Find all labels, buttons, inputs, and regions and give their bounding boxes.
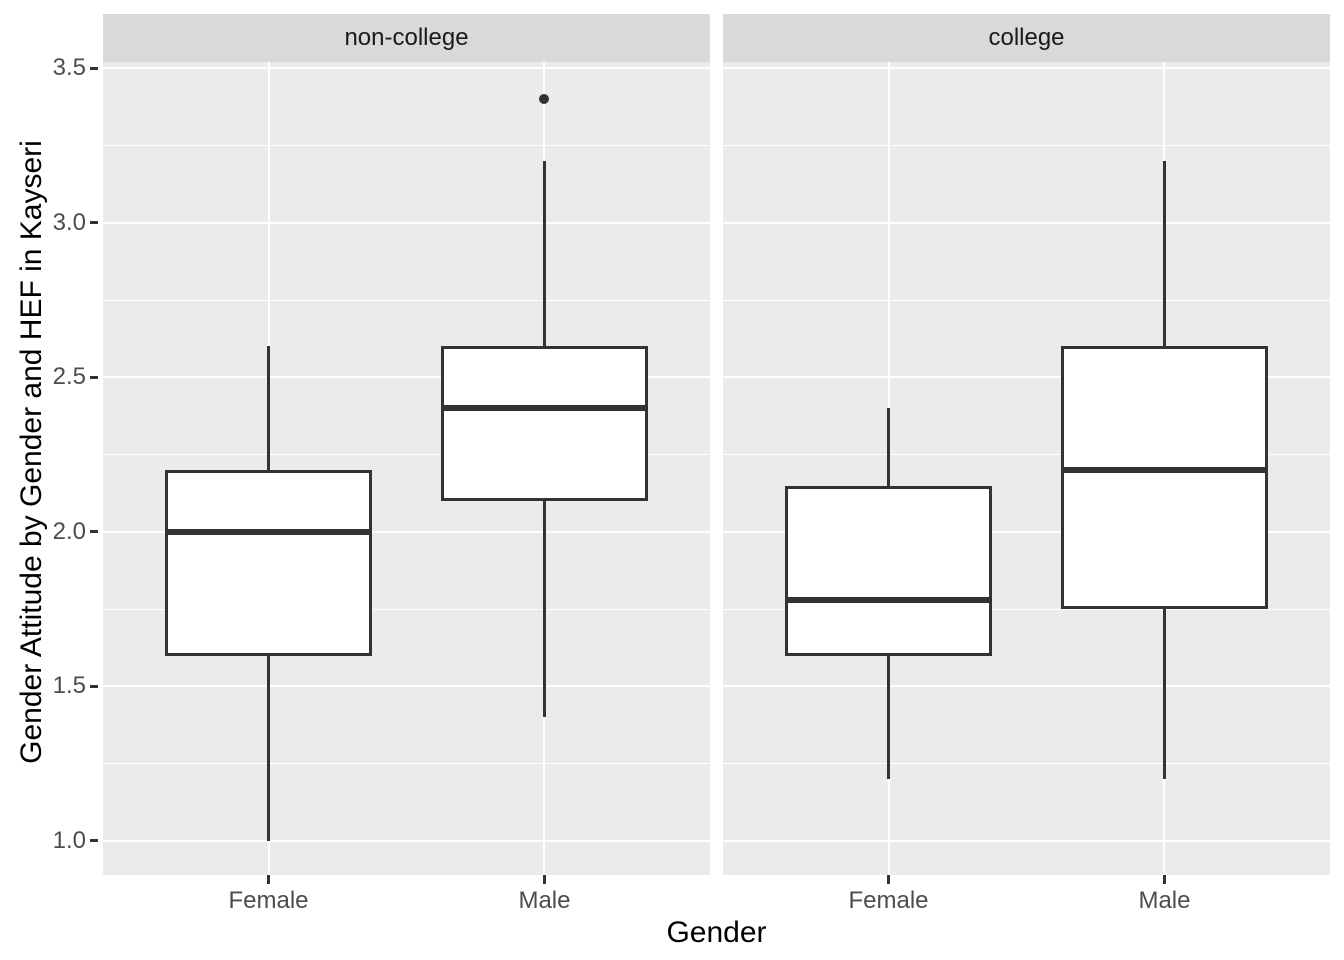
facet-strip-label: non-college <box>344 24 469 51</box>
boxplot-non-college-male <box>103 62 710 875</box>
major-gridline <box>103 376 710 379</box>
y-tick-label: 1.5 <box>52 672 86 700</box>
median-line <box>785 596 993 603</box>
y-tick-mark <box>90 839 98 843</box>
y-tick-mark <box>90 530 98 534</box>
minor-gridline <box>723 454 1330 456</box>
x-axis-title: Gender <box>666 916 767 949</box>
minor-gridline <box>103 454 710 456</box>
panel-college <box>723 62 1330 875</box>
x-tick-label: Female <box>228 887 309 914</box>
upper-whisker <box>1162 160 1166 347</box>
x-tick-mark <box>542 875 546 884</box>
minor-gridline <box>723 299 1330 301</box>
boxplot-non-college-female <box>103 62 710 875</box>
major-gridline <box>723 376 1330 379</box>
boxplot-college-male <box>723 62 1330 875</box>
y-tick-label: 1.0 <box>52 826 86 854</box>
minor-gridline <box>723 608 1330 610</box>
minor-gridline <box>103 299 710 301</box>
major-gridline <box>723 839 1330 842</box>
x-tick-label: Male <box>518 887 571 914</box>
major-gridline <box>103 67 710 70</box>
x-tick-label: Male <box>1138 887 1191 914</box>
y-tick-mark <box>90 375 98 379</box>
box <box>1060 346 1268 610</box>
y-tick-label: 3.0 <box>52 208 86 236</box>
panel-non-college <box>103 62 710 875</box>
major-gridline <box>723 67 1330 70</box>
x-tick-label: Female <box>848 887 929 914</box>
major-gridline <box>723 530 1330 533</box>
y-tick-mark <box>90 684 98 688</box>
x-tick-mark <box>1162 875 1166 884</box>
minor-gridline <box>723 144 1330 146</box>
median-line <box>165 528 373 535</box>
upper-whisker <box>887 408 891 486</box>
box <box>440 346 648 501</box>
upper-whisker <box>267 346 271 471</box>
minor-gridline <box>723 763 1330 765</box>
lower-whisker <box>267 655 271 841</box>
median-line <box>440 405 648 412</box>
box <box>785 485 993 656</box>
minor-gridline <box>103 144 710 146</box>
major-gridline <box>103 221 710 224</box>
x-tick-mark <box>267 875 271 884</box>
y-tick-label: 3.5 <box>52 54 86 82</box>
outlier-point <box>539 94 550 105</box>
facet-strip-label: college <box>988 24 1065 51</box>
y-tick-mark <box>90 66 98 70</box>
major-gridline <box>723 221 1330 224</box>
facet-strip-college: college <box>723 14 1330 62</box>
major-gridline <box>103 530 710 533</box>
lower-whisker <box>542 500 546 718</box>
major-gridline <box>103 685 710 688</box>
lower-whisker <box>1162 609 1166 780</box>
major-gridline <box>103 839 710 842</box>
minor-gridline <box>103 608 710 610</box>
x-tick-mark <box>887 875 891 884</box>
boxplot-college-female <box>723 62 1330 875</box>
y-tick-label: 2.0 <box>52 517 86 545</box>
box <box>165 470 373 656</box>
median-line <box>1060 467 1268 474</box>
facet-strip-non-college: non-college <box>103 14 710 62</box>
y-tick-label: 2.5 <box>52 363 86 391</box>
upper-whisker <box>542 160 546 347</box>
y-tick-mark <box>90 221 98 225</box>
lower-whisker <box>887 655 891 780</box>
major-gridline <box>723 685 1330 688</box>
minor-gridline <box>103 763 710 765</box>
